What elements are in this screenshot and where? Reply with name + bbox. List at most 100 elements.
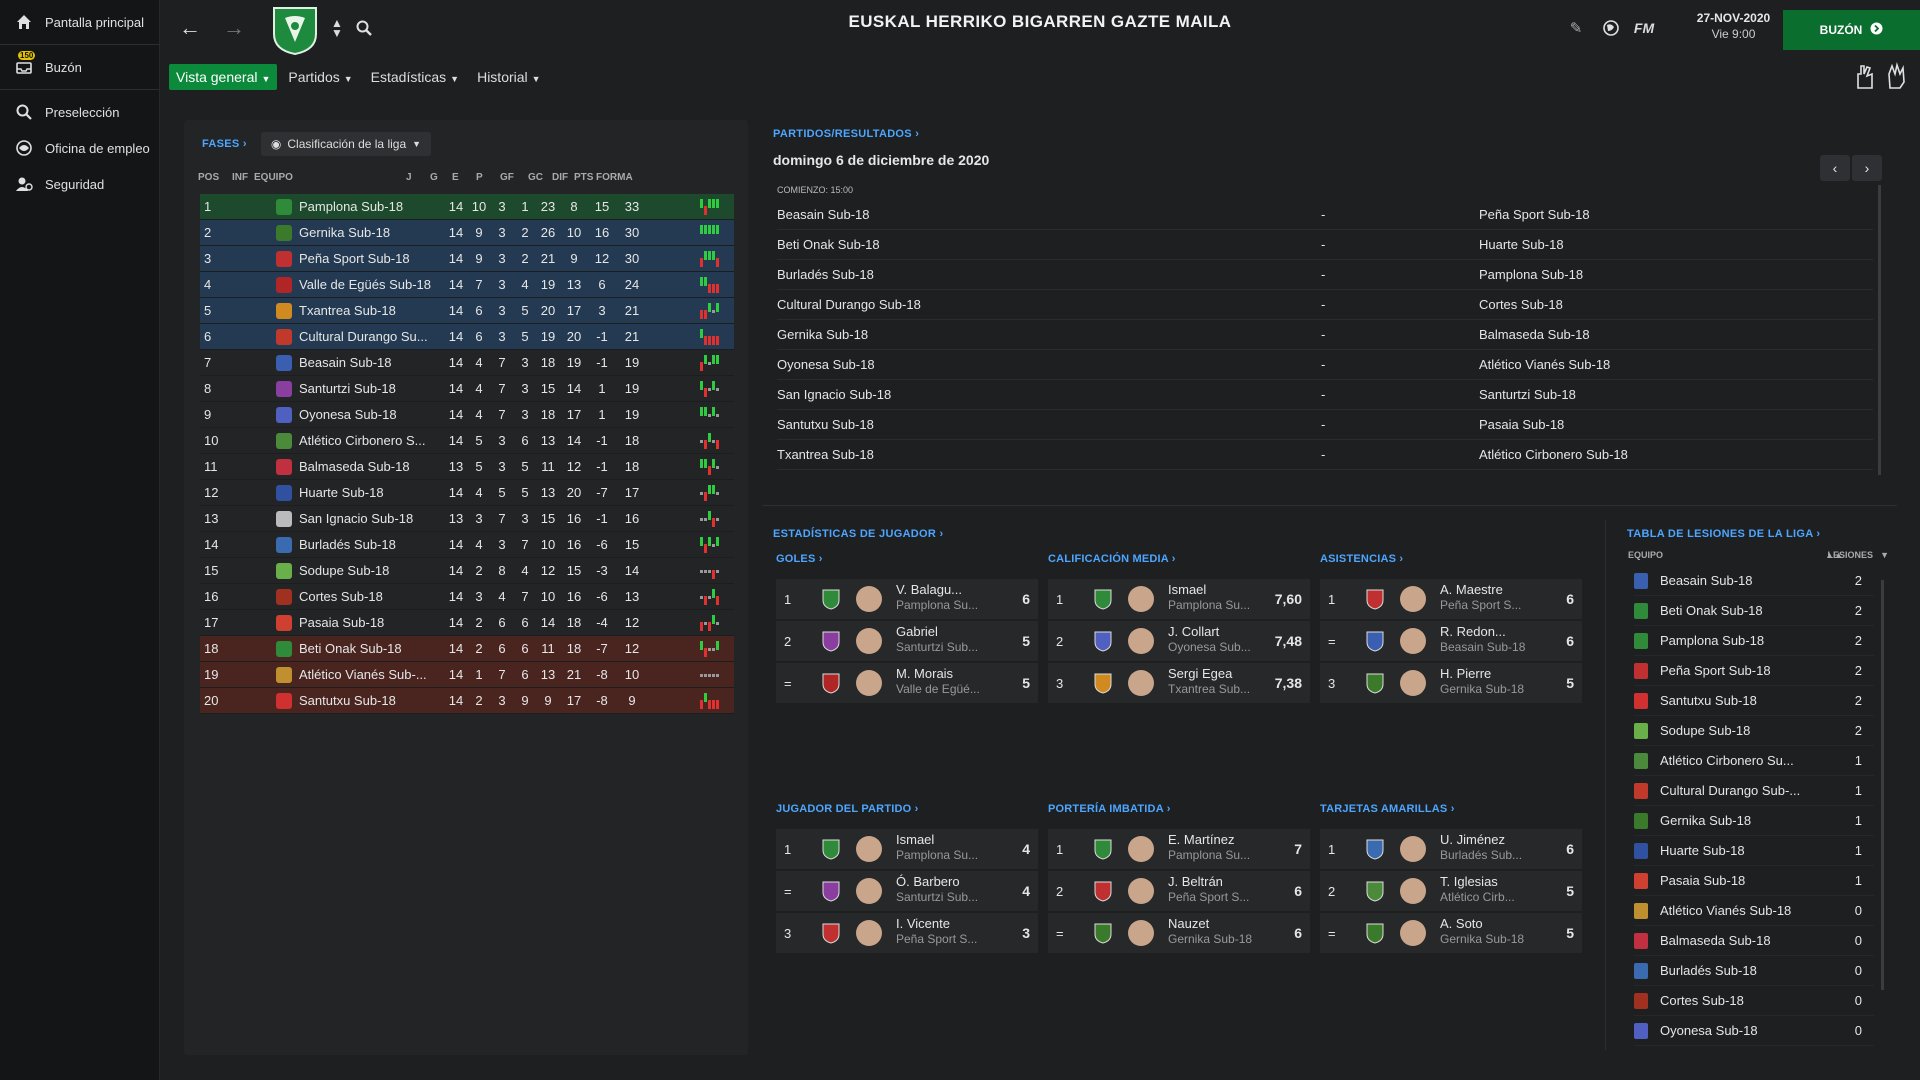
standings-row[interactable]: 12 Huarte Sub-18 14 4 5 5 13 20 -7 17 — [200, 480, 734, 506]
player-name[interactable]: V. Balagu... — [896, 582, 963, 597]
col-header[interactable]: DIF — [552, 172, 569, 183]
team-name[interactable]: Pasaia Sub-18 — [1660, 873, 1746, 888]
team-name[interactable]: Balmaseda Sub-18 — [299, 459, 410, 474]
injury-row[interactable]: Cultural Durango Sub-... 1 — [1634, 776, 1874, 806]
away-team[interactable]: Cortes Sub-18 — [1479, 297, 1563, 312]
team-name[interactable]: Santutxu Sub-18 — [1660, 693, 1757, 708]
team-name[interactable]: Sodupe Sub-18 — [1660, 723, 1751, 738]
player-row[interactable]: = Nauzet Gernika Sub-18 6 — [1048, 913, 1310, 953]
standings-row[interactable]: 1 Pamplona Sub-18 14 10 3 1 23 8 15 33 — [200, 194, 734, 220]
continue-inbox-button[interactable]: BUZÓN — [1783, 10, 1920, 50]
away-team[interactable]: Pamplona Sub-18 — [1479, 267, 1584, 282]
team-name[interactable]: Atlético Cirbonero Su... — [1660, 753, 1794, 768]
standings-row[interactable]: 18 Beti Onak Sub-18 14 2 6 6 11 18 -7 12 — [200, 636, 734, 662]
team-name[interactable]: Burladés Sub-18 — [1660, 963, 1757, 978]
away-team[interactable]: Huarte Sub-18 — [1479, 237, 1564, 252]
team-name[interactable]: Cultural Durango Sub-... — [1660, 783, 1801, 798]
player-name[interactable]: Sergi Egea — [1168, 666, 1233, 681]
team-name[interactable]: Peña Sport Sub-18 — [1660, 663, 1771, 678]
sidebar-item-security[interactable]: Seguridad — [0, 166, 159, 202]
injury-row[interactable]: Atlético Vianés Sub-18 0 — [1634, 896, 1874, 926]
col-header[interactable]: E — [452, 172, 459, 183]
player-stats-link[interactable]: ESTADÍSTICAS DE JUGADOR › — [773, 528, 944, 540]
standings-row[interactable]: 11 Balmaseda Sub-18 13 5 3 5 11 12 -1 18 — [200, 454, 734, 480]
prev-date-button[interactable]: ‹ — [1820, 155, 1850, 181]
col-header[interactable]: EQUIPO — [254, 172, 293, 183]
injury-row[interactable]: Peña Sport Sub-18 2 — [1634, 656, 1874, 686]
standings-view-dropdown[interactable]: ◉ Clasificación de la liga ▼ — [260, 132, 432, 156]
standings-row[interactable]: 10 Atlético Cirbonero S... 14 5 3 6 13 14 -1 18 — [200, 428, 734, 454]
player-name[interactable]: J. Beltrán — [1168, 874, 1223, 889]
col-header[interactable]: J — [406, 172, 412, 183]
player-row[interactable]: 1 Ismael Pamplona Su... 7,60 — [1048, 579, 1310, 619]
glove-icon[interactable] — [1884, 62, 1908, 90]
team-name[interactable]: Gernika Sub-18 — [1660, 813, 1752, 828]
fixture-row[interactable]: Oyonesa Sub-18 - Atlético Vianés Sub-18 — [777, 350, 1873, 380]
team-name[interactable]: Pasaia Sub-18 — [299, 615, 385, 630]
injury-row[interactable]: Pasaia Sub-18 1 — [1634, 866, 1874, 896]
home-team[interactable]: Oyonesa Sub-18 — [777, 357, 875, 372]
team-name[interactable]: Beti Onak Sub-18 — [299, 641, 402, 656]
club-crest-icon[interactable] — [270, 4, 320, 56]
player-row[interactable]: = M. Morais Valle de Egüé... 5 — [776, 663, 1038, 703]
team-name[interactable]: Atlético Cirbonero S... — [299, 433, 426, 448]
player-row[interactable]: 3 I. Vicente Peña Sport S... 3 — [776, 913, 1038, 953]
chevron-down-icon[interactable]: ▼ — [1880, 550, 1889, 560]
hand-icon[interactable] — [1852, 62, 1876, 90]
player-row[interactable]: = Ó. Barbero Santurtzi Sub... 4 — [776, 871, 1038, 911]
next-date-button[interactable]: › — [1852, 155, 1882, 181]
away-team[interactable]: Atlético Cirbonero Sub-18 — [1479, 447, 1628, 462]
player-row[interactable]: 2 Gabriel Santurtzi Sub... 5 — [776, 621, 1038, 661]
stat-block-title[interactable]: PORTERÍA IMBATIDA › — [1048, 803, 1171, 815]
standings-row[interactable]: 7 Beasain Sub-18 14 4 7 3 18 19 -1 19 — [200, 350, 734, 376]
team-name[interactable]: Oyonesa Sub-18 — [1660, 1023, 1758, 1038]
team-name[interactable]: Beasain Sub-18 — [1660, 573, 1753, 588]
tab-history[interactable]: Historial ▼ — [470, 64, 548, 90]
standings-row[interactable]: 16 Cortes Sub-18 14 3 4 7 10 16 -6 13 — [200, 584, 734, 610]
player-row[interactable]: 3 Sergi Egea Txantrea Sub... 7,38 — [1048, 663, 1310, 703]
away-team[interactable]: Pasaia Sub-18 — [1479, 417, 1565, 432]
search-icon[interactable] — [350, 14, 378, 42]
away-team[interactable]: Santurtzi Sub-18 — [1479, 387, 1576, 402]
fixture-row[interactable]: Burladés Sub-18 - Pamplona Sub-18 — [777, 260, 1873, 290]
player-row[interactable]: 1 A. Maestre Peña Sport S... 6 — [1320, 579, 1582, 619]
injury-row[interactable]: Beasain Sub-18 2 — [1634, 566, 1874, 596]
sidebar-item-shortlist[interactable]: Preselección — [0, 94, 159, 130]
player-name[interactable]: R. Redon... — [1440, 624, 1506, 639]
standings-row[interactable]: 19 Atlético Vianés Sub-... 14 1 7 6 13 21 -8 10 — [200, 662, 734, 688]
player-name[interactable]: A. Maestre — [1440, 582, 1503, 597]
player-name[interactable]: I. Vicente — [896, 916, 950, 931]
sidebar-item-home[interactable]: Pantalla principal — [0, 4, 159, 40]
player-row[interactable]: = A. Soto Gernika Sub-18 5 — [1320, 913, 1582, 953]
pencil-icon[interactable]: ✎ — [1569, 20, 1583, 37]
away-team[interactable]: Balmaseda Sub-18 — [1479, 327, 1590, 342]
player-row[interactable]: 2 J. Collart Oyonesa Sub... 7,48 — [1048, 621, 1310, 661]
sidebar-item-inbox[interactable]: 150 Buzón — [0, 49, 159, 85]
col-injuries[interactable]: LESIONES — [1827, 550, 1873, 560]
col-header[interactable]: GF — [500, 172, 514, 183]
injury-row[interactable]: Beti Onak Sub-18 2 — [1634, 596, 1874, 626]
player-name[interactable]: A. Soto — [1440, 916, 1483, 931]
team-name[interactable]: Cortes Sub-18 — [299, 589, 383, 604]
team-name[interactable]: Balmaseda Sub-18 — [1660, 933, 1771, 948]
team-name[interactable]: Atlético Vianés Sub-18 — [1660, 903, 1792, 918]
standings-row[interactable]: 14 Burladés Sub-18 14 4 3 7 10 16 -6 15 — [200, 532, 734, 558]
team-name[interactable]: Burladés Sub-18 — [299, 537, 396, 552]
tab-stats[interactable]: Estadísticas ▼ — [364, 64, 466, 90]
away-team[interactable]: Peña Sport Sub-18 — [1479, 207, 1590, 222]
fixture-row[interactable]: Beti Onak Sub-18 - Huarte Sub-18 — [777, 230, 1873, 260]
team-name[interactable]: Pamplona Sub-18 — [299, 199, 404, 214]
injury-row[interactable]: Burladés Sub-18 0 — [1634, 956, 1874, 986]
player-row[interactable]: 3 H. Pierre Gernika Sub-18 5 — [1320, 663, 1582, 703]
team-name[interactable]: Cultural Durango Su... — [299, 329, 428, 344]
injury-row[interactable]: Cortes Sub-18 0 — [1634, 986, 1874, 1016]
injury-row[interactable]: Huarte Sub-18 1 — [1634, 836, 1874, 866]
injury-scrollbar[interactable] — [1881, 580, 1884, 990]
team-name[interactable]: Huarte Sub-18 — [299, 485, 384, 500]
home-team[interactable]: Gernika Sub-18 — [777, 327, 869, 342]
team-name[interactable]: Txantrea Sub-18 — [299, 303, 396, 318]
standings-row[interactable]: 9 Oyonesa Sub-18 14 4 7 3 18 17 1 19 — [200, 402, 734, 428]
player-name[interactable]: U. Jiménez — [1440, 832, 1506, 847]
home-team[interactable]: Beti Onak Sub-18 — [777, 237, 880, 252]
home-team[interactable]: Santutxu Sub-18 — [777, 417, 874, 432]
